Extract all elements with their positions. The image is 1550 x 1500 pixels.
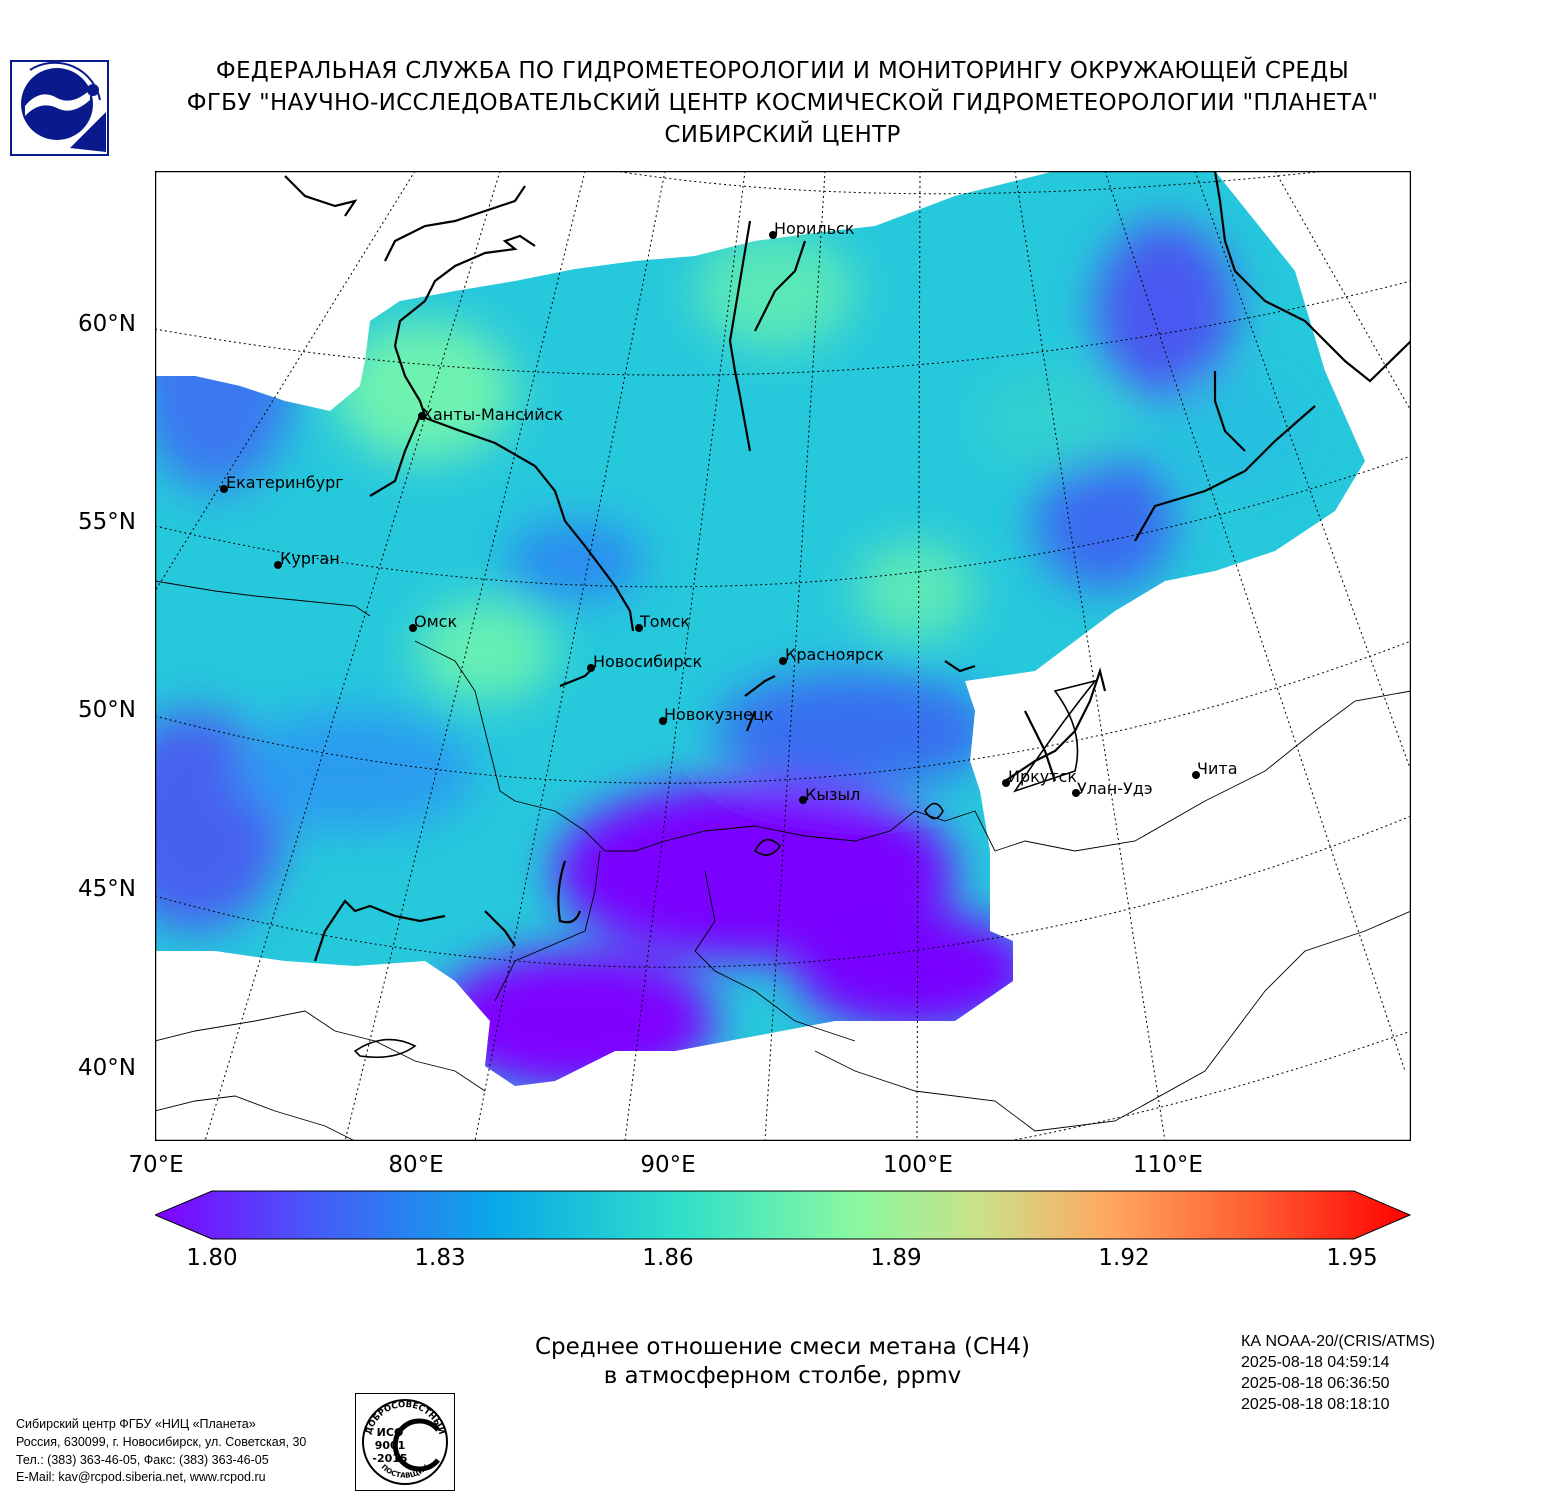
lon-label-70: 70°E (128, 1152, 184, 1178)
colorbar-tick-4: 1.89 (870, 1245, 922, 1271)
lat-label-45: 45°N (78, 876, 136, 902)
satellite-name: КА NOAA-20/(CRIS/ATMS) (1241, 1333, 1435, 1350)
lon-label-110: 110°E (1133, 1152, 1203, 1178)
contact-address: Россия, 630099, г. Новосибирск, ул. Сове… (16, 1435, 307, 1449)
header-agency: ФЕДЕРАЛЬНАЯ СЛУЖБА ПО ГИДРОМЕТЕОРОЛОГИИ … (215, 58, 1350, 84)
colorbar (153, 1190, 1412, 1240)
satellite-time-2: 2025-08-18 06:36:50 (1241, 1375, 1390, 1392)
colorbar-tick-3: 1.86 (642, 1245, 694, 1271)
iso-badge: ДОБРОСОВЕСТНЫЙ ПОСТАВЩИК ИСО 9001 -2015 (355, 1393, 455, 1491)
header-institute: ФГБУ "НАУЧНО-ИССЛЕДОВАТЕЛЬСКИЙ ЦЕНТР КОС… (186, 90, 1379, 116)
contact-email: E-Mail: kav@rcpod.siberia.net, www.rcpod… (16, 1470, 266, 1484)
colorbar-tick-6: 1.95 (1326, 1245, 1378, 1271)
iso-badge-code3: -2015 (372, 1452, 407, 1465)
lon-label-90: 90°E (640, 1152, 696, 1178)
map-svg (154, 170, 1412, 1142)
lat-label-50: 50°N (78, 697, 136, 723)
lat-label-55: 55°N (78, 509, 136, 535)
lat-label-60: 60°N (78, 311, 136, 337)
colorbar-tick-1: 1.80 (186, 1245, 238, 1271)
contact-phone: Тел.: (383) 363-46-05, Факс: (383) 363-4… (16, 1453, 269, 1467)
lon-label-80: 80°E (388, 1152, 444, 1178)
contact-org: Сибирский центр ФГБУ «НИЦ «Планета» (16, 1417, 256, 1431)
colorbar-tick-2: 1.83 (414, 1245, 466, 1271)
product-title-line2: в атмосферном столбе, ppmv (603, 1363, 962, 1389)
planeta-logo (10, 60, 110, 156)
iso-badge-code2: 9001 (375, 1439, 406, 1452)
lon-label-100: 100°E (883, 1152, 953, 1178)
product-title-line1: Среднее отношение смеси метана (CH4) (534, 1334, 1030, 1360)
satellite-time-3: 2025-08-18 08:18:10 (1241, 1396, 1390, 1413)
satellite-time-1: 2025-08-18 04:59:14 (1241, 1354, 1390, 1371)
iso-badge-code1: ИСО (377, 1426, 404, 1439)
lat-label-40: 40°N (78, 1055, 136, 1081)
header-center: СИБИРСКИЙ ЦЕНТР (664, 122, 901, 148)
methane-map (154, 170, 1412, 1142)
colorbar-tick-5: 1.92 (1098, 1245, 1150, 1271)
